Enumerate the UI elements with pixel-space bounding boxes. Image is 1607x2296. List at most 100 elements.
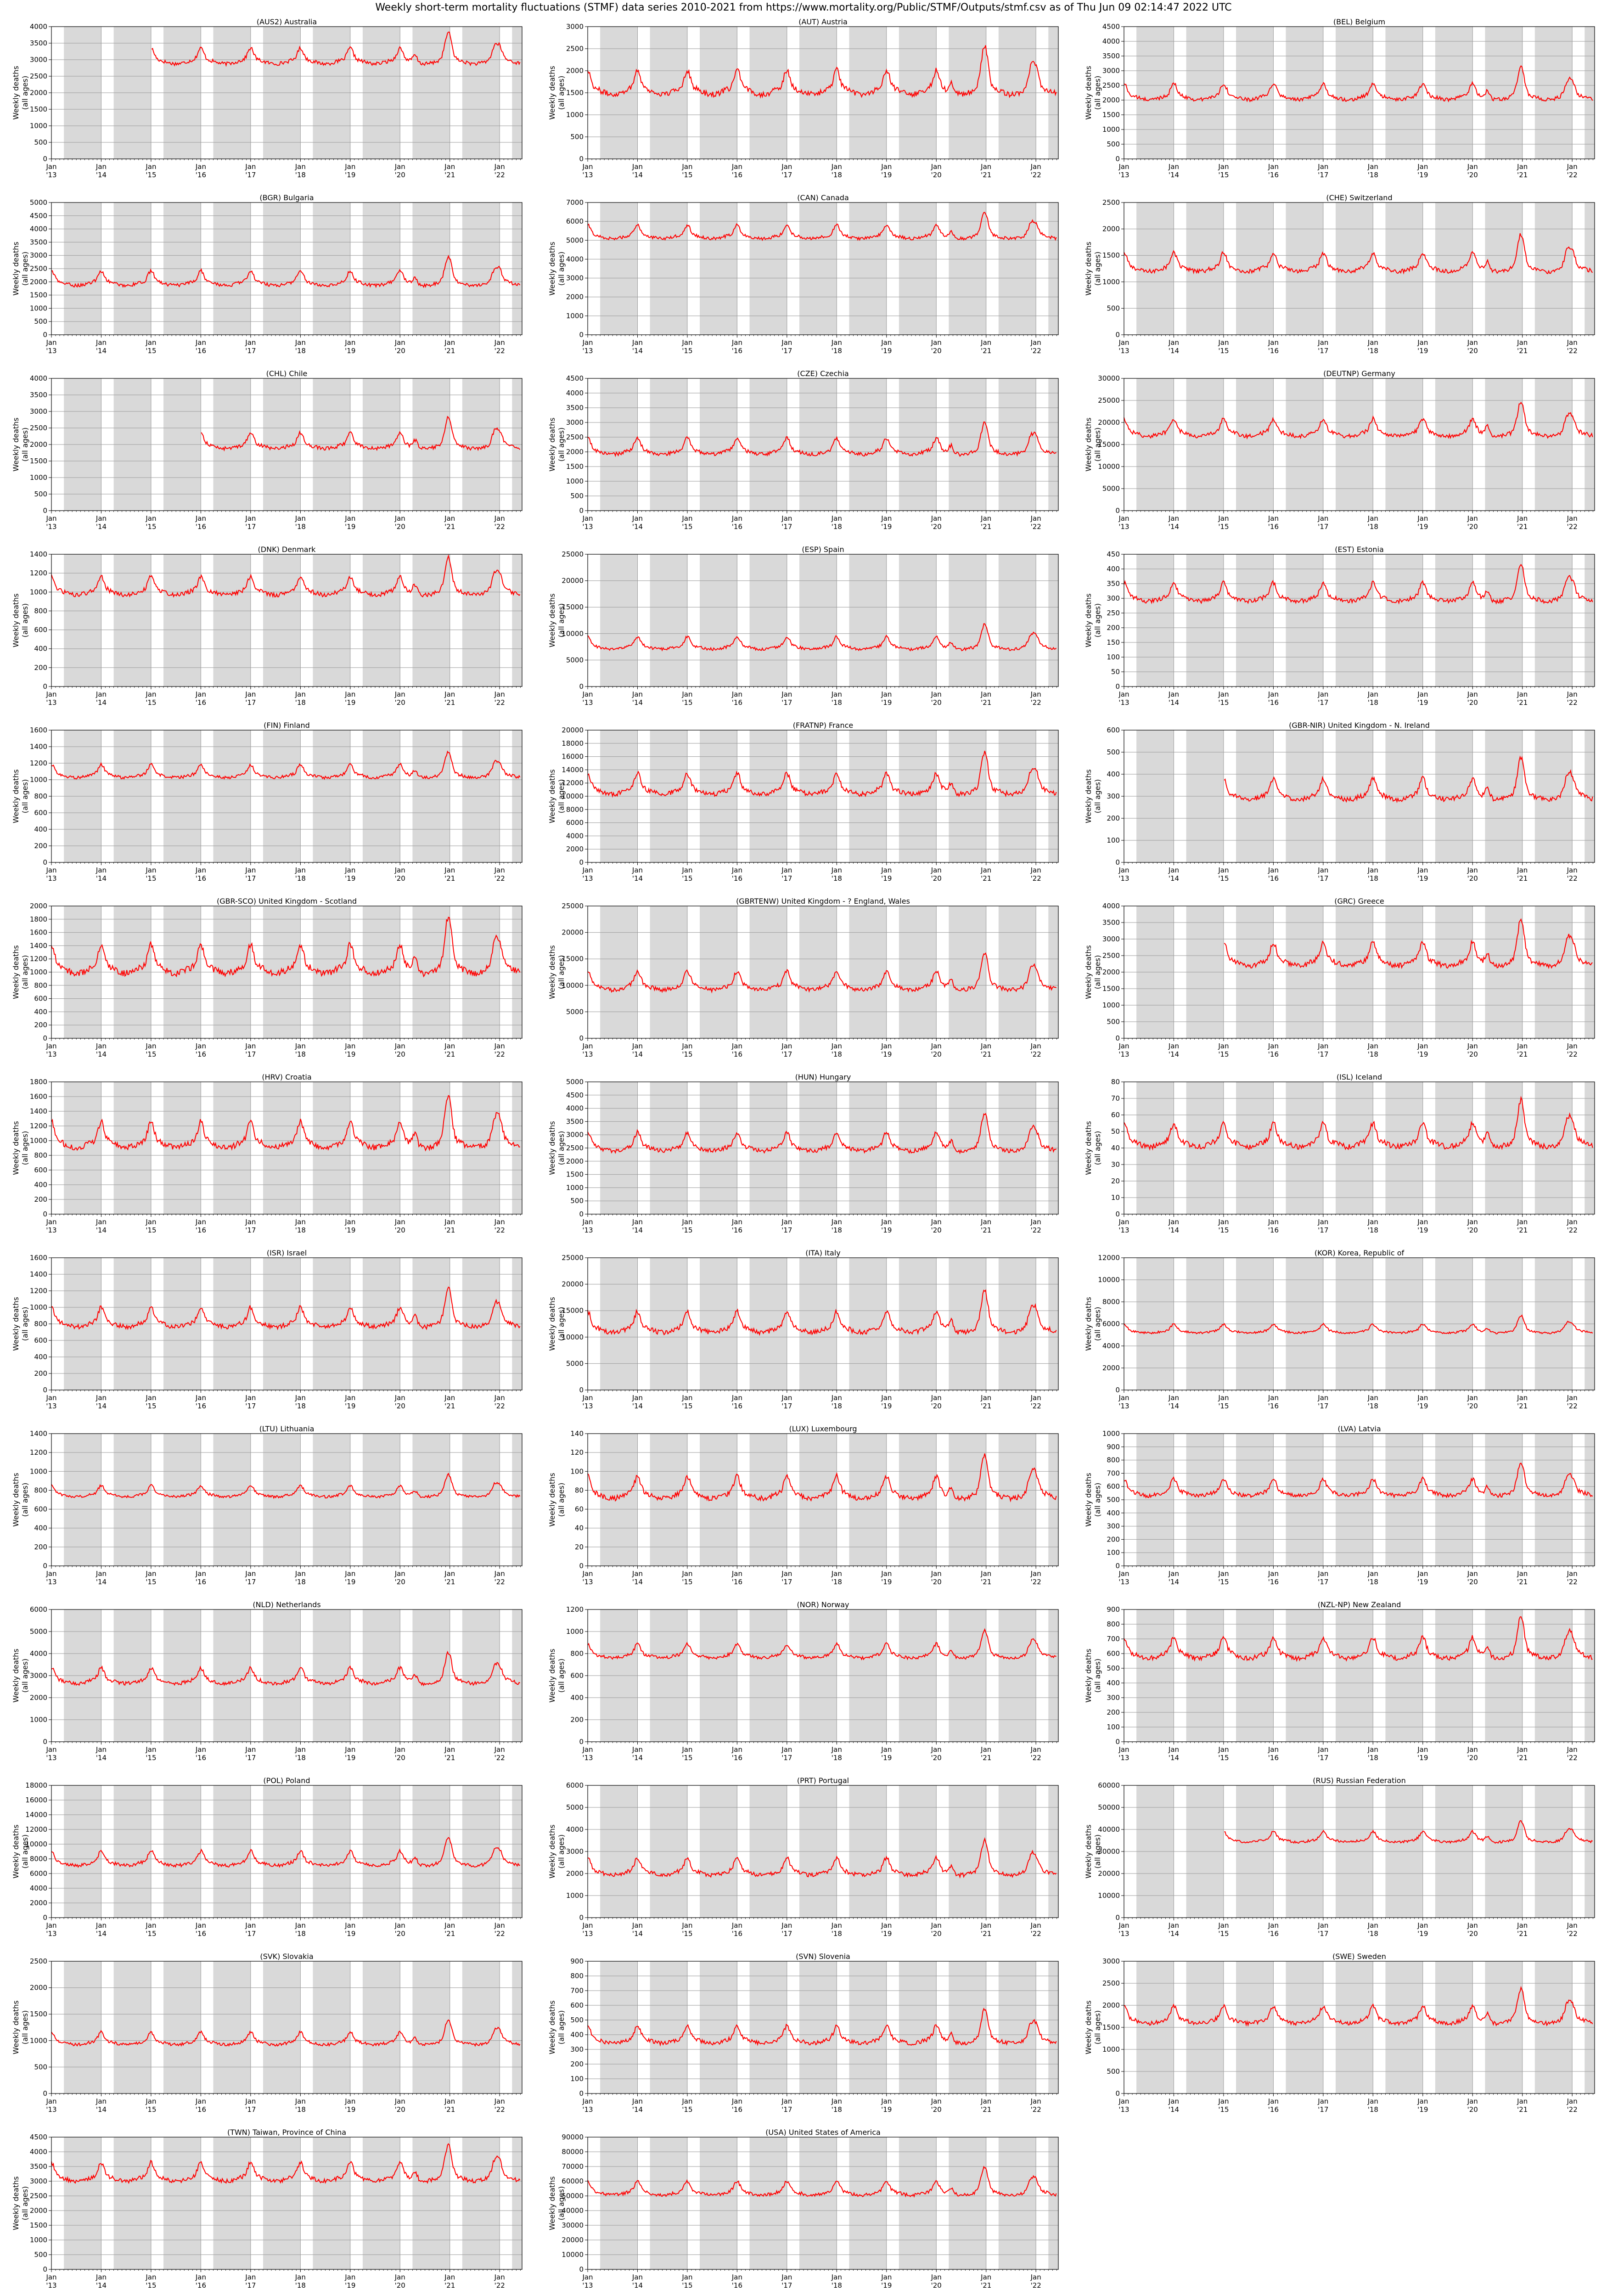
shade-band: [163, 554, 201, 687]
y-axis-label: Weekly deaths: [1084, 1297, 1093, 1351]
x-tick-label: '17: [781, 1578, 792, 1586]
shade-band: [749, 1258, 787, 1390]
y-tick-label: 15000: [562, 603, 584, 611]
y-tick-label: 1500: [566, 1171, 584, 1179]
y-tick-label: 4500: [566, 374, 584, 383]
x-tick-label: '13: [1118, 874, 1129, 883]
x-tick-label: '13: [1118, 1226, 1129, 1234]
x-tick-label: Jan: [931, 163, 942, 171]
x-tick-label: '22: [1031, 1050, 1041, 1058]
x-tick-label: '18: [295, 523, 306, 531]
shade-band: [949, 378, 986, 511]
x-tick-label: '14: [96, 1050, 107, 1058]
y-tick-label: 1800: [30, 915, 47, 923]
x-tick-label: Jan: [1030, 1042, 1041, 1050]
y-tick-label: 3500: [1102, 918, 1120, 927]
x-tick-label: Jan: [444, 1394, 455, 1402]
x-tick-label: '17: [781, 1402, 792, 1410]
panel-title: (ITA) Italy: [805, 1249, 840, 1257]
y-tick-label: 1600: [30, 726, 47, 734]
x-tick-label: Jan: [632, 1570, 643, 1578]
shade-band: [650, 203, 687, 335]
y-tick-label: 10000: [562, 1333, 584, 1341]
x-tick-label: '20: [395, 698, 405, 707]
y-tick-label: 7000: [566, 198, 584, 207]
shade-band: [949, 203, 986, 335]
y-axis-label: Weekly deaths: [11, 1473, 20, 1526]
series-line: [1224, 918, 1593, 969]
x-tick-label: '20: [395, 1578, 405, 1586]
x-tick-label: Jan: [494, 1570, 505, 1578]
shade-band: [749, 378, 787, 511]
x-tick-label: '16: [196, 1050, 206, 1058]
x-tick-label: '13: [1118, 1050, 1129, 1058]
x-tick-label: '22: [1567, 1050, 1578, 1058]
x-tick-label: Jan: [831, 514, 842, 523]
series-line: [587, 952, 1057, 994]
x-tick-label: Jan: [881, 1042, 892, 1050]
x-tick-label: Jan: [731, 1042, 742, 1050]
y-tick-label: 1600: [30, 1254, 47, 1262]
y-tick-label: 14000: [562, 765, 584, 774]
x-tick-label: '18: [295, 874, 306, 883]
y-axis-label: (all ages): [21, 1483, 29, 1517]
shade-band: [512, 554, 522, 687]
y-tick-label: 200: [34, 1543, 47, 1551]
y-tick-label: 140: [570, 1429, 584, 1438]
y-tick-label: 150: [1107, 638, 1120, 647]
y-tick-label: 2000: [30, 902, 47, 910]
x-tick-label: Jan: [1030, 1394, 1041, 1402]
series-line: [587, 422, 1056, 457]
x-tick-label: '21: [1517, 1402, 1528, 1410]
y-tick-label: 400: [1107, 565, 1120, 573]
y-tick-label: 1000: [1102, 125, 1120, 134]
y-tick-label: 600: [34, 1166, 47, 1174]
x-tick-label: '22: [494, 1402, 505, 1410]
x-tick-label: '14: [1169, 523, 1179, 531]
x-tick-label: Jan: [494, 514, 505, 523]
x-tick-label: '19: [881, 347, 892, 355]
x-tick-label: '21: [981, 171, 991, 179]
x-tick-label: '22: [1031, 698, 1041, 707]
x-tick-label: '14: [96, 1402, 107, 1410]
x-tick-label: '16: [732, 1578, 742, 1586]
y-tick-label: 15000: [562, 1306, 584, 1315]
y-tick-label: 500: [1107, 140, 1120, 148]
x-tick-label: Jan: [731, 338, 742, 347]
x-tick-label: Jan: [1218, 163, 1229, 171]
x-tick-label: Jan: [145, 1218, 156, 1226]
x-tick-label: Jan: [1268, 514, 1279, 523]
panel-13: 0 2000 4000 6000 8000 10000 12000 14000 16000 180…: [548, 721, 1059, 883]
x-tick-label: '16: [732, 523, 742, 531]
y-tick-label: 40: [575, 1524, 584, 1532]
y-tick-label: 3500: [30, 238, 47, 246]
x-tick-label: '21: [1517, 347, 1528, 355]
x-tick-label: '13: [46, 698, 56, 707]
shade-band: [64, 1434, 101, 1566]
x-tick-label: '18: [832, 1578, 842, 1586]
series-line: [1124, 563, 1593, 605]
y-tick-label: 2000: [566, 293, 584, 301]
x-tick-label: Jan: [494, 163, 505, 171]
x-tick-label: '21: [1517, 171, 1528, 179]
x-tick-label: Jan: [1118, 866, 1129, 874]
x-tick-label: '18: [1368, 171, 1378, 179]
x-tick-label: Jan: [931, 1570, 942, 1578]
shade-band: [1048, 1434, 1058, 1566]
shade-band: [899, 203, 937, 335]
y-tick-label: 1500: [566, 462, 584, 471]
x-tick-label: Jan: [1268, 1218, 1279, 1226]
x-tick-label: Jan: [295, 690, 306, 698]
x-tick-label: Jan: [980, 163, 991, 171]
x-tick-label: Jan: [245, 163, 256, 171]
x-tick-label: Jan: [731, 1570, 742, 1578]
x-tick-label: Jan: [582, 866, 593, 874]
x-tick-label: Jan: [1030, 338, 1041, 347]
x-tick-label: '13: [1118, 1402, 1129, 1410]
x-tick-label: '20: [1467, 347, 1478, 355]
x-tick-label: Jan: [444, 163, 455, 171]
x-tick-label: '14: [632, 171, 643, 179]
panel-title: (GBR-SCO) United Kingdom - Scotland: [217, 897, 357, 906]
x-tick-label: '13: [46, 347, 56, 355]
x-tick-label: '19: [881, 698, 892, 707]
